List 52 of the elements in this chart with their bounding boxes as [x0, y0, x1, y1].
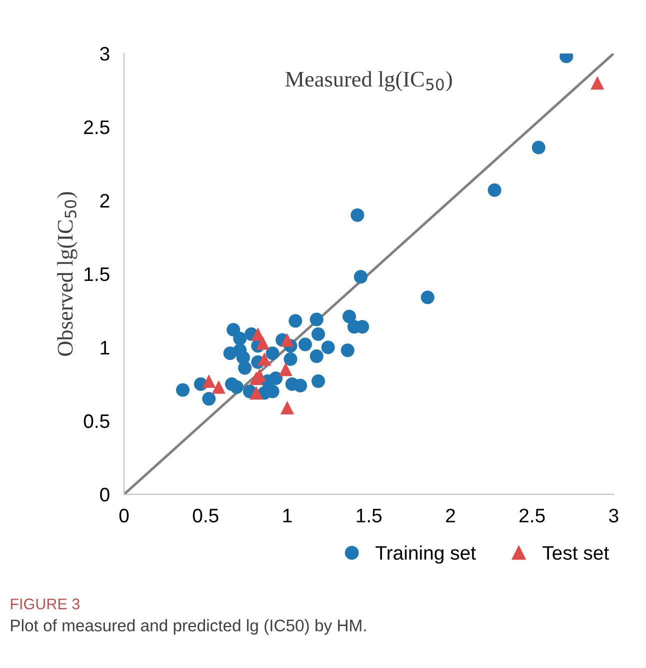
y-tick-label: 2.5	[84, 120, 110, 134]
text: Measured lg(IC$_{50}$)	[285, 71, 452, 92]
legend-label: Training set	[376, 546, 476, 564]
x-tick-label: 2.5	[520, 508, 545, 522]
point	[342, 310, 356, 324]
point	[321, 340, 335, 354]
point	[233, 332, 247, 346]
point	[202, 374, 216, 388]
point	[288, 314, 302, 328]
point	[269, 371, 283, 385]
point	[532, 140, 546, 154]
text: Plot of measured and predicted lg (IC50) by HM.	[11, 619, 366, 635]
point	[230, 380, 244, 394]
y-tick-label: 2	[100, 194, 110, 208]
x-tick-label: 2	[446, 508, 455, 522]
x-tick-label: 1	[283, 508, 292, 522]
point	[354, 270, 368, 284]
point	[280, 333, 294, 347]
x-tick-label: 0	[119, 508, 129, 522]
y-tick-label: 3	[100, 46, 110, 61]
point	[488, 183, 502, 197]
point	[590, 76, 604, 90]
point	[202, 392, 216, 406]
point	[298, 338, 312, 352]
point	[278, 362, 292, 376]
point	[284, 352, 298, 366]
point	[280, 400, 294, 414]
caption: FIGURE 3	[10, 598, 80, 610]
y-tick-label: 0	[100, 488, 110, 502]
point	[238, 361, 252, 375]
point	[294, 378, 308, 392]
point	[258, 352, 272, 366]
y-tick-label: 1.5	[84, 268, 110, 282]
x-tick-label: 3	[609, 508, 618, 522]
y-tick-label: 0.5	[84, 414, 110, 428]
y-tick-label: 1	[100, 341, 110, 354]
point	[310, 349, 324, 363]
point	[310, 312, 324, 326]
point	[212, 380, 226, 394]
point	[249, 386, 264, 400]
point	[350, 208, 364, 222]
x-tick-label: 0.5	[192, 508, 218, 522]
point	[312, 327, 326, 341]
point	[176, 383, 190, 397]
point	[256, 336, 270, 350]
point	[340, 344, 354, 358]
point	[420, 290, 434, 304]
legend-label: Test set	[542, 546, 609, 560]
x-tick-label: 1.5	[356, 508, 382, 522]
point	[312, 374, 326, 388]
y-axis-title: Observed lg(IC$_{50}$)	[57, 192, 78, 356]
point	[266, 346, 280, 360]
